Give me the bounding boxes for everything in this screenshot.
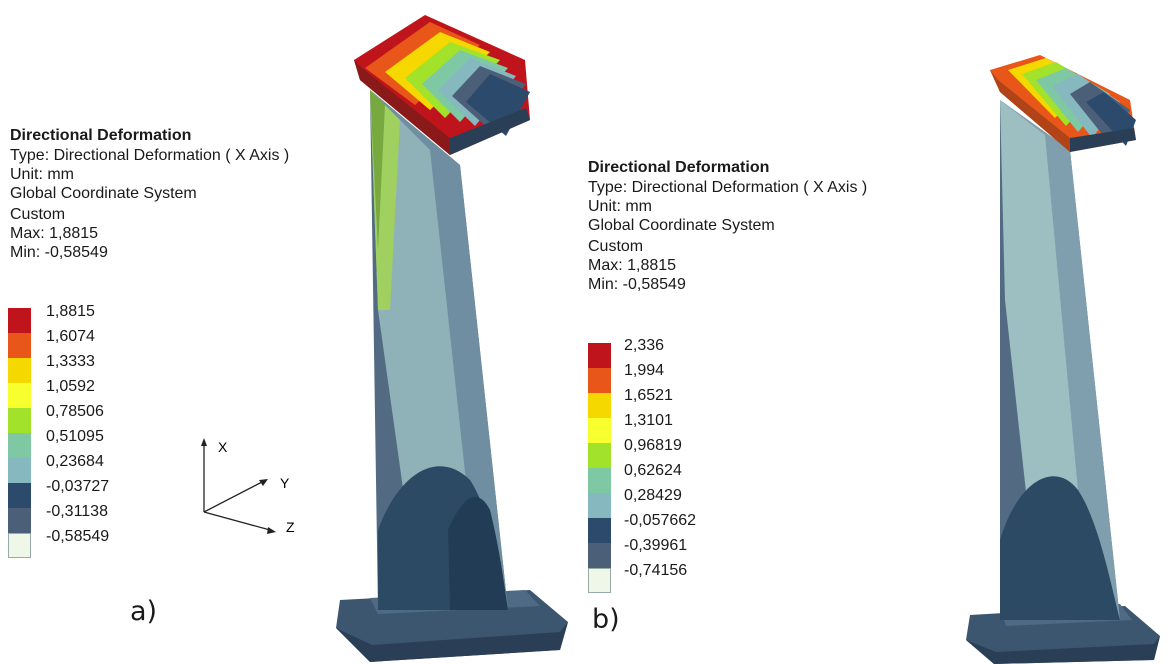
coordinate-triad: X Y Z: [201, 438, 295, 535]
swatch: [8, 533, 31, 558]
z-axis-label: Z: [286, 519, 295, 535]
swatch: [588, 343, 611, 368]
y-axis-label: Y: [280, 475, 290, 491]
swatch: [588, 393, 611, 418]
swatch: [588, 468, 611, 493]
swatch: [588, 518, 611, 543]
scale-label: 1,0592: [46, 378, 95, 395]
legend-unit: Unit: mm: [588, 198, 652, 215]
scale-label: 1,3333: [46, 353, 95, 370]
swatch: [588, 493, 611, 518]
swatch: [8, 308, 31, 333]
scale-label: 1,3101: [624, 412, 673, 429]
turbine-blade-model-a: [336, 15, 568, 662]
legend-title: Directional Deformation: [10, 127, 192, 144]
legend-min: Min: -0,58549: [10, 244, 108, 261]
legend-custom: Custom: [588, 238, 644, 255]
scale-label: 1,8815: [46, 303, 95, 320]
scale-label: 1,6074: [46, 328, 95, 345]
scale-label: 0,78506: [46, 403, 104, 420]
legend-panel-a: Directional Deformation Type: Directiona…: [10, 126, 380, 262]
swatch: [588, 443, 611, 468]
scale-label: 0,62624: [624, 462, 682, 479]
panel-label-a: a): [130, 596, 158, 627]
swatch: [8, 433, 31, 458]
swatch: [8, 383, 31, 408]
scale-label: -0,58549: [46, 528, 110, 545]
legend-title: Directional Deformation: [588, 159, 770, 176]
swatch: [588, 418, 611, 443]
scale-label: 2,336: [624, 337, 665, 354]
legend-panel-b: Directional Deformation Type: Directiona…: [588, 158, 968, 294]
swatch: [588, 368, 611, 393]
panel-label-b: b): [592, 604, 620, 635]
scale-label: 0,23684: [46, 453, 104, 470]
legend-type: Type: Directional Deformation ( X Axis ): [588, 179, 868, 196]
scale-label: -0,03727: [46, 478, 110, 495]
swatch: [8, 483, 31, 508]
scale-label: -0,31138: [46, 503, 108, 520]
swatch: [588, 568, 611, 593]
swatch: [8, 358, 31, 383]
legend-type: Type: Directional Deformation ( X Axis ): [10, 147, 290, 164]
legend-max: Max: 1,8815: [10, 225, 99, 242]
scale-label: 1,994: [624, 362, 665, 379]
legend-max: Max: 1,8815: [588, 257, 677, 274]
scale-label: 1,6521: [624, 387, 673, 404]
swatch: [8, 508, 31, 533]
x-axis-label: X: [218, 439, 228, 455]
legend-custom: Custom: [10, 206, 66, 223]
legend-min: Min: -0,58549: [588, 276, 686, 293]
scale-label: 0,96819: [624, 437, 682, 454]
swatch: [8, 458, 31, 483]
scale-label: -0,39961: [624, 537, 688, 554]
swatch: [8, 408, 31, 433]
scale-label: -0,057662: [624, 512, 697, 529]
scale-label: 0,28429: [624, 487, 682, 504]
legend-unit: Unit: mm: [10, 166, 74, 183]
scale-label: -0,74156: [624, 562, 688, 579]
legend-coordinate-system: Global Coordinate System: [588, 217, 775, 234]
swatch: [588, 543, 611, 568]
legend-coordinate-system: Global Coordinate System: [10, 185, 197, 202]
swatch: [8, 333, 31, 358]
turbine-blade-model-b: [966, 55, 1160, 664]
scale-label: 0,51095: [46, 428, 104, 445]
